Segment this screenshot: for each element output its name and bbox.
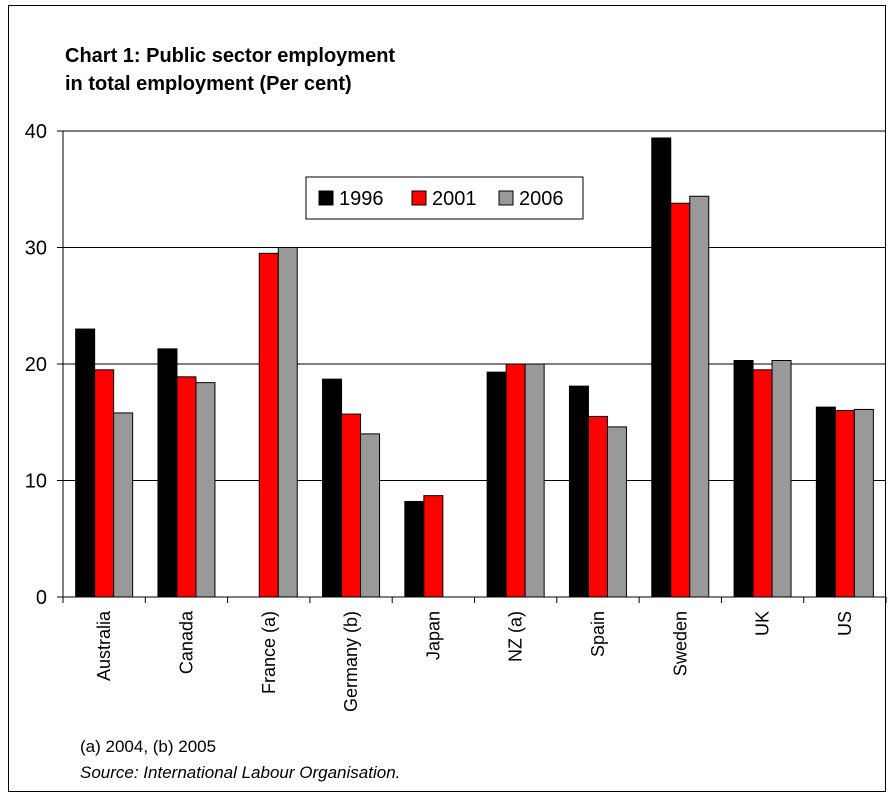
bar-us-2006 [853,408,874,598]
y-tick-labels: 0 10 20 30 40 [25,121,63,609]
bar-canada-2001 [176,376,197,598]
legend-swatch-2001 [411,190,427,206]
bar-us-1996 [815,406,836,598]
y-tick-label-20: 20 [25,354,47,376]
chart-title-line-2: in total employment (Per cent) [65,73,352,95]
bar-uk-2001 [752,369,773,598]
legend-swatch-1996 [318,190,334,206]
category-label-canada: Canada [176,610,196,674]
bar-australia-2006 [113,412,134,598]
category-label-nz-a-: NZ (a) [506,611,526,662]
source-note: Source: International Labour Organisatio… [80,763,401,782]
bar-spain-2001 [587,415,608,598]
legend-box [305,176,584,220]
bar-japan-1996 [404,500,425,598]
bar-uk-2006 [771,360,792,598]
bar-sweden-2006 [689,195,710,598]
bar-spain-1996 [568,385,589,598]
legend-label-2006: 2006 [519,188,564,210]
chart-title-line-1: Chart 1: Public sector employment [65,45,396,67]
legend: 1996 2001 2006 [305,176,584,220]
legend-label-2001: 2001 [432,188,477,210]
chart-title: Chart 1: Public sector employment in tot… [65,42,665,98]
y-tick-label-10: 10 [25,471,47,493]
bar-france-a--2006 [277,247,298,598]
bar-nz-a--2006 [524,363,545,598]
y-tick-label-0: 0 [36,587,47,609]
category-label-sweden: Sweden [670,611,690,676]
category-label-japan: Japan [423,611,443,660]
category-label-france-a-: France (a) [259,611,279,694]
category-label-germany-b-: Germany (b) [341,611,361,712]
bar-nz-a--2001 [505,363,526,598]
footnote: (a) 2004, (b) 2005 [80,737,217,756]
category-labels: Australia Canada France (a) Germany (b) Japa… [94,610,855,712]
bar-canada-1996 [157,348,178,598]
chart-notes: (a) 2004, (b) 2005 Source: International… [80,734,400,786]
bar-uk-1996 [733,360,754,598]
bar-spain-2006 [606,426,627,598]
bar-australia-2001 [94,369,115,598]
y-tick-label-40: 40 [25,121,47,143]
bar-sweden-1996 [651,137,672,598]
category-label-uk: UK [753,611,773,636]
category-label-us: US [835,611,855,636]
bar-sweden-2001 [670,202,691,598]
bar-canada-2006 [195,382,216,598]
legend-swatch-2006 [498,190,514,206]
bar-germany-b--2001 [341,413,362,598]
bar-us-2001 [834,410,855,598]
bar-japan-2001 [423,495,444,598]
bar-australia-1996 [75,328,96,598]
legend-label-1996: 1996 [339,188,384,210]
bar-germany-b--1996 [322,378,343,598]
y-tick-label-30: 30 [25,238,47,260]
bar-germany-b--2006 [360,433,381,598]
bar-france-a--2001 [258,252,279,598]
category-label-australia: Australia [94,610,114,681]
category-label-spain: Spain [588,611,608,657]
bars [75,137,874,598]
bar-nz-a--1996 [486,371,507,598]
